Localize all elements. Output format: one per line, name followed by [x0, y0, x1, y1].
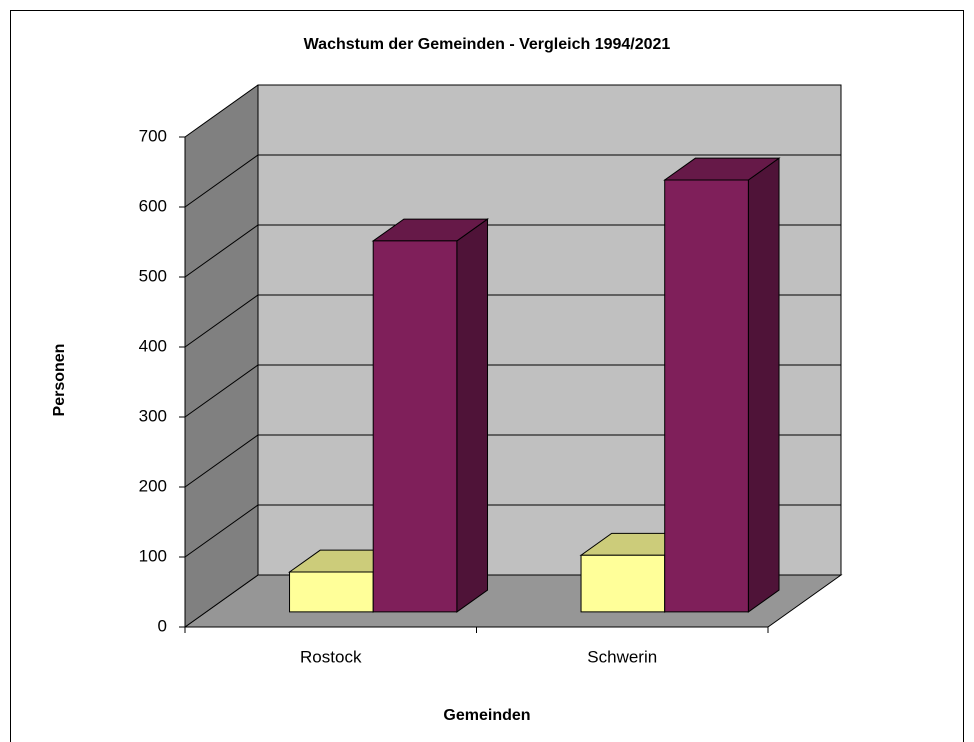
grid-line: [184, 84, 841, 138]
bar-side: [456, 218, 489, 613]
y-tick-label: 200: [139, 476, 167, 495]
grid-line: [184, 294, 841, 348]
bar-group: [663, 157, 781, 613]
y-tick-label: 400: [139, 336, 167, 355]
x-tick-label: Rostock: [300, 647, 362, 666]
grid-line: [184, 364, 841, 418]
x-axis-label: Gemeinden: [443, 707, 530, 724]
grid-line: [184, 224, 841, 278]
y-tick-label: 700: [139, 126, 167, 145]
x-tick-label: Schwerin: [587, 647, 657, 666]
bar-side: [747, 157, 780, 613]
y-tick-label: 300: [139, 406, 167, 425]
bar: [580, 554, 666, 613]
grid-line: [184, 434, 841, 488]
bar: [664, 179, 749, 613]
side-wall: [185, 85, 258, 627]
bar: [372, 240, 458, 613]
chart-title: Wachstum der Gemeinden - Vergleich 1994/…: [304, 36, 671, 53]
y-tick-label: 500: [139, 266, 167, 285]
y-tick-label: 600: [139, 196, 167, 215]
grid-line: [184, 504, 841, 558]
bar-group: [371, 218, 490, 613]
y-tick-label: 0: [158, 616, 167, 635]
y-axis-label: Personen: [51, 344, 68, 417]
grid-line: [184, 154, 841, 208]
y-tick-label: 100: [139, 546, 167, 565]
bar: [289, 571, 374, 613]
